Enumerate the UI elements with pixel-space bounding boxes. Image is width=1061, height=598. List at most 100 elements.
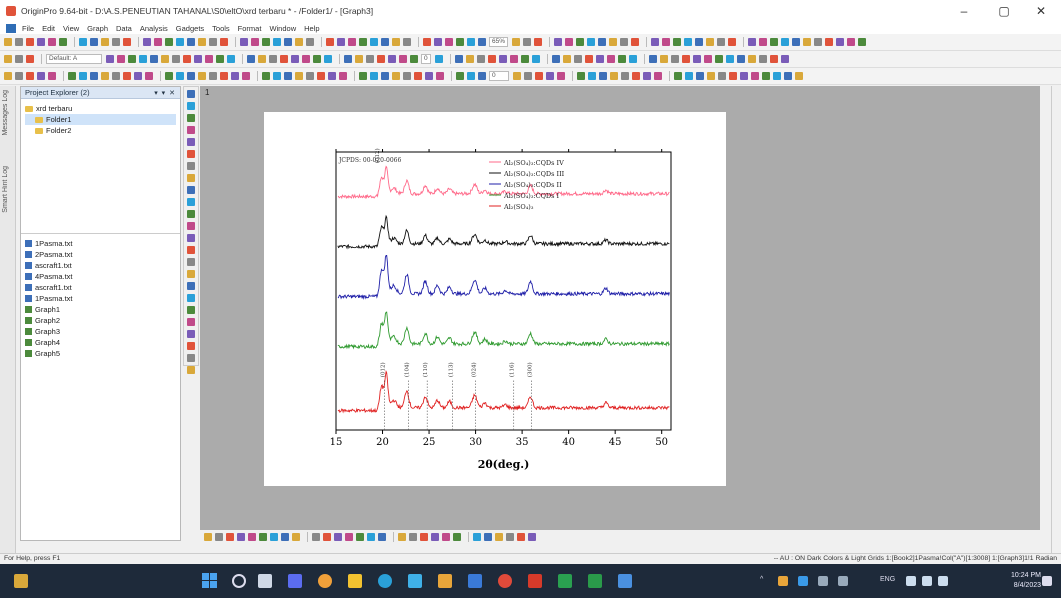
menu-graph[interactable]: Graph <box>87 23 109 33</box>
toolbar-button-icon[interactable] <box>631 38 640 46</box>
taskbar-clock[interactable]: 10:24 PM 8/4/2023 <box>1011 571 1041 591</box>
toolbar-button-icon[interactable] <box>209 72 217 80</box>
font-size-combo[interactable]: 0 <box>421 54 431 64</box>
tool-button-icon[interactable] <box>187 366 195 374</box>
toolbar-button-icon[interactable] <box>183 55 191 63</box>
toolbar-button-icon[interactable] <box>747 55 756 63</box>
toolbar-button-icon[interactable] <box>348 38 356 46</box>
toolbar-button-icon[interactable] <box>359 72 367 80</box>
toolbar-button-icon[interactable] <box>792 38 801 46</box>
toolbar-button-icon[interactable] <box>736 55 745 63</box>
toolbar-button-icon[interactable] <box>237 533 245 541</box>
percent-combo[interactable]: 0 <box>489 71 509 81</box>
tool-button-icon[interactable] <box>187 222 195 230</box>
toolbar-button-icon[interactable] <box>410 55 418 63</box>
toolbar-button-icon[interactable] <box>420 533 428 541</box>
toolbar-button-icon[interactable] <box>476 55 485 63</box>
toolbar-button-icon[interactable] <box>595 55 604 63</box>
toolbar-button-icon[interactable] <box>606 55 615 63</box>
toolbar-button-icon[interactable] <box>388 55 396 63</box>
toolbar-button-icon[interactable] <box>204 533 212 541</box>
toolbar-button-icon[interactable] <box>291 55 299 63</box>
zoom-combo[interactable]: 65% <box>489 37 509 47</box>
toolbar-button-icon[interactable] <box>270 533 278 541</box>
toolbar-button-icon[interactable] <box>123 72 131 80</box>
toolbar-button-icon[interactable] <box>326 38 334 46</box>
toolbar-button-icon[interactable] <box>685 72 693 80</box>
toolbar-button-icon[interactable] <box>577 72 585 80</box>
tool-button-icon[interactable] <box>187 114 195 122</box>
toolbar-button-icon[interactable] <box>454 55 463 63</box>
origin-taskbar-icon[interactable] <box>618 574 632 588</box>
vpn-icon[interactable] <box>588 574 602 588</box>
toolbar-button-icon[interactable] <box>165 72 173 80</box>
toolbar-button-icon[interactable] <box>681 55 690 63</box>
toolbar-button-icon[interactable] <box>803 38 812 46</box>
file-item-10[interactable]: Graph5 <box>25 348 176 359</box>
toolbar-button-icon[interactable] <box>781 38 790 46</box>
toolbar-button-icon[interactable] <box>262 72 270 80</box>
battery-icon[interactable] <box>938 576 948 586</box>
tool-button-icon[interactable] <box>187 342 195 350</box>
toolbar-button-icon[interactable] <box>198 38 206 46</box>
tool-button-icon[interactable] <box>187 246 195 254</box>
toolbar-button-icon[interactable] <box>317 72 325 80</box>
toolbar-button-icon[interactable] <box>467 72 475 80</box>
toolbar-button-icon[interactable] <box>456 72 464 80</box>
toolbar-button-icon[interactable] <box>198 72 206 80</box>
menu-gadgets[interactable]: Gadgets <box>175 23 205 33</box>
toolbar-button-icon[interactable] <box>367 533 375 541</box>
toolbar-button-icon[interactable] <box>355 55 363 63</box>
toolbar-button-icon[interactable] <box>632 72 640 80</box>
toolbar-button-icon[interactable] <box>90 72 98 80</box>
toolbar-button-icon[interactable] <box>584 55 593 63</box>
toolbar-button-icon[interactable] <box>337 38 345 46</box>
tool-button-icon[interactable] <box>187 186 195 194</box>
tool-button-icon[interactable] <box>187 150 195 158</box>
toolbar-button-icon[interactable] <box>431 533 439 541</box>
pdf-icon[interactable] <box>528 574 542 588</box>
toolbar-button-icon[interactable] <box>759 38 768 46</box>
toolbar-button-icon[interactable] <box>377 55 385 63</box>
file-item-6[interactable]: Graph1 <box>25 304 176 315</box>
toolbar-button-icon[interactable] <box>259 533 267 541</box>
toolbar-button-icon[interactable] <box>15 38 23 46</box>
toolbar-button-icon[interactable] <box>706 38 715 46</box>
toolbar-button-icon[interactable] <box>26 55 34 63</box>
tool-button-icon[interactable] <box>187 306 195 314</box>
toolbar-button-icon[interactable] <box>546 72 554 80</box>
toolbar-button-icon[interactable] <box>498 55 507 63</box>
menu-data[interactable]: Data <box>116 23 132 33</box>
toolbar-button-icon[interactable] <box>609 38 618 46</box>
toolbar-button-icon[interactable] <box>512 38 521 46</box>
toolbar-button-icon[interactable] <box>370 72 378 80</box>
tool-button-icon[interactable] <box>187 318 195 326</box>
toolbar-button-icon[interactable] <box>599 72 607 80</box>
toolbar-button-icon[interactable] <box>770 38 779 46</box>
toolbar-button-icon[interactable] <box>134 72 142 80</box>
toolbar-button-icon[interactable] <box>251 38 259 46</box>
xrd-chart[interactable]: 15 20 25 30 35 40 45 50 2θ(deg.) JCPDS: 00-020-00… <box>264 112 726 486</box>
start-button[interactable] <box>202 573 217 588</box>
toolbar-button-icon[interactable] <box>562 55 571 63</box>
menu-tools[interactable]: Tools <box>212 23 230 33</box>
toolbar-button-icon[interactable] <box>295 72 303 80</box>
toolbar-button-icon[interactable] <box>292 533 300 541</box>
toolbar-button-icon[interactable] <box>729 72 737 80</box>
toolbar-button-icon[interactable] <box>392 38 400 46</box>
teams-icon[interactable] <box>288 574 302 588</box>
messages-log-tab[interactable]: Messages Log <box>2 90 9 136</box>
toolbar-button-icon[interactable] <box>269 55 277 63</box>
toolbar-button-icon[interactable] <box>161 55 169 63</box>
menu-format[interactable]: Format <box>237 23 262 33</box>
file-item-5[interactable]: 1Pasma.txt <box>25 293 176 304</box>
toolbar-button-icon[interactable] <box>242 72 250 80</box>
tray-cloud-icon[interactable] <box>798 576 808 586</box>
toolbar-button-icon[interactable] <box>442 533 450 541</box>
toolbar-button-icon[interactable] <box>565 38 574 46</box>
tool-button-icon[interactable] <box>187 138 195 146</box>
toolbar-button-icon[interactable] <box>534 38 543 46</box>
file-item-0[interactable]: 1Pasma.txt <box>25 238 176 249</box>
toolbar-button-icon[interactable] <box>139 55 147 63</box>
toolbar-button-icon[interactable] <box>409 533 417 541</box>
